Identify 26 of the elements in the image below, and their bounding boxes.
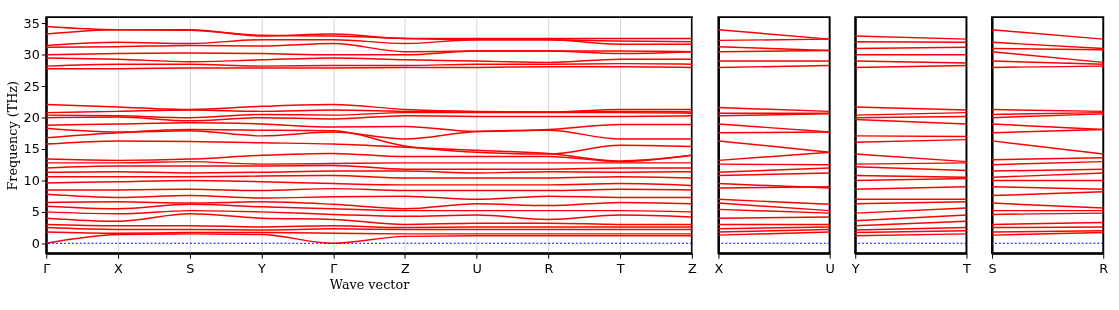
x-tick-label: T (962, 260, 972, 276)
x-tick-label: S (186, 260, 195, 276)
y-tick-label: 25 (23, 78, 40, 94)
x-axis-title: Wave vector (329, 277, 411, 293)
y-tick-label: 20 (23, 110, 40, 126)
x-tick-label: Γ (330, 260, 339, 276)
x-tick-label: Z (401, 260, 411, 276)
y-tick-label: 0 (31, 235, 40, 251)
x-tick-label: T (615, 260, 625, 276)
x-tick-label: U (472, 260, 482, 276)
x-tick-label: Y (850, 260, 860, 276)
x-tick-label: X (714, 260, 724, 276)
y-tick-label: 30 (23, 47, 40, 63)
x-tick-label: X (114, 260, 124, 276)
x-tick-label: R (1099, 260, 1109, 276)
y-tick-label: 5 (31, 204, 40, 220)
y-tick-label: 15 (23, 141, 40, 157)
x-tick-label: Z (687, 260, 697, 276)
y-tick-label: 10 (23, 172, 40, 188)
y-axis-title: Frequency (THz) (4, 80, 20, 191)
x-tick-label: Y (257, 260, 267, 276)
x-tick-label: S (988, 260, 997, 276)
x-tick-label: U (825, 260, 835, 276)
x-tick-label: Γ (43, 260, 52, 276)
y-tick-label: 35 (23, 15, 40, 31)
x-tick-label: R (544, 260, 554, 276)
